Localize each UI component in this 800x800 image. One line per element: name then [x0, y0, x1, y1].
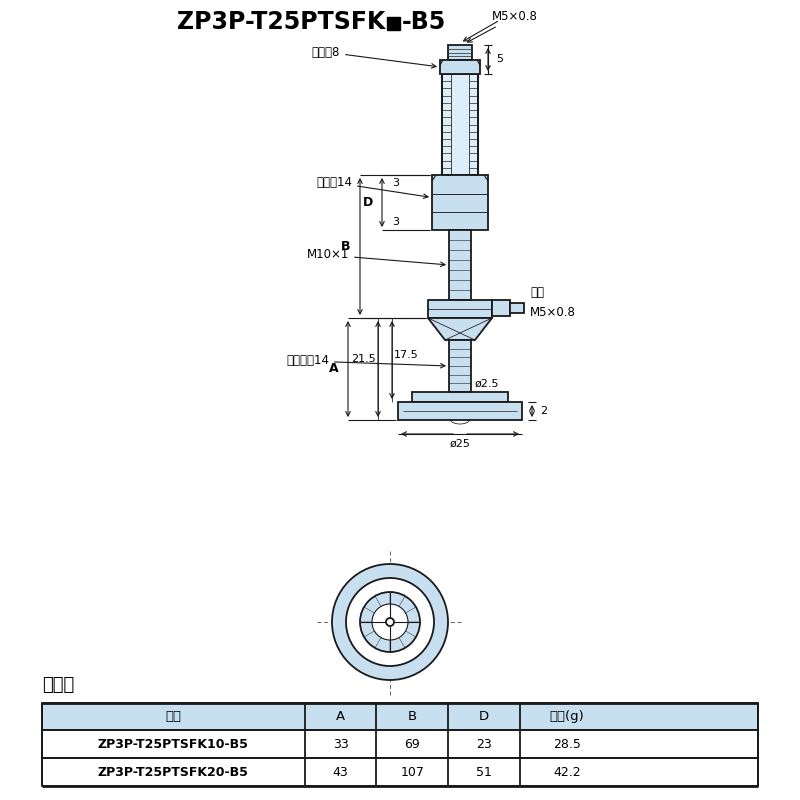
Text: 质量(g): 质量(g): [550, 710, 585, 723]
Text: A: A: [329, 362, 339, 375]
Bar: [42, 703, 758, 730]
Bar: [42, 758, 758, 786]
Text: ø25: ø25: [450, 439, 470, 449]
Text: ø2.5: ø2.5: [475, 379, 499, 389]
Text: ZP3P-T25PTSFK20-B5: ZP3P-T25PTSFK20-B5: [98, 766, 249, 778]
Bar: [387, 17, 400, 30]
Bar: [398, 402, 522, 420]
Text: 3: 3: [393, 217, 399, 227]
Text: 17.5: 17.5: [394, 350, 418, 360]
Text: D: D: [363, 196, 373, 209]
Text: 3: 3: [393, 178, 399, 188]
Text: 33: 33: [333, 738, 349, 750]
Bar: [412, 392, 508, 402]
Bar: [510, 303, 524, 313]
Bar: [442, 74, 478, 175]
Circle shape: [386, 618, 394, 626]
Text: M10×1: M10×1: [306, 249, 445, 266]
Bar: [492, 300, 510, 316]
Text: 尺寸表: 尺寸表: [42, 676, 74, 694]
Text: ZP3P-T25PTSFK: ZP3P-T25PTSFK: [177, 10, 385, 34]
Text: B: B: [408, 710, 417, 723]
Text: M5×0.8: M5×0.8: [467, 10, 538, 42]
Text: A: A: [336, 710, 345, 723]
Polygon shape: [428, 318, 492, 340]
Text: 六角对14: 六角对14: [316, 176, 428, 198]
Text: 107: 107: [400, 766, 424, 778]
Text: 2: 2: [541, 406, 547, 416]
Text: 43: 43: [333, 766, 349, 778]
Text: 六角对8: 六角对8: [312, 46, 436, 68]
Bar: [42, 730, 758, 758]
Circle shape: [332, 564, 448, 680]
Text: -B5: -B5: [402, 10, 446, 34]
Text: 21.5: 21.5: [351, 354, 376, 364]
Bar: [448, 45, 472, 60]
Bar: [432, 175, 488, 230]
Text: 69: 69: [404, 738, 420, 750]
Bar: [449, 340, 471, 392]
Bar: [428, 300, 492, 318]
Text: 型号: 型号: [166, 710, 182, 723]
Text: D: D: [478, 710, 489, 723]
Circle shape: [372, 604, 408, 640]
Text: 夹持面间14: 夹持面间14: [286, 354, 445, 368]
Text: 51: 51: [476, 766, 492, 778]
Circle shape: [360, 592, 420, 652]
Circle shape: [346, 578, 434, 666]
Text: 28.5: 28.5: [554, 738, 581, 750]
Text: B: B: [342, 240, 350, 253]
Text: 垫片: 垫片: [530, 286, 544, 298]
Bar: [449, 230, 471, 300]
Text: M5×0.8: M5×0.8: [530, 306, 576, 319]
Text: ZP3P-T25PTSFK10-B5: ZP3P-T25PTSFK10-B5: [98, 738, 249, 750]
Text: 42.2: 42.2: [554, 766, 581, 778]
Bar: [440, 60, 480, 74]
Text: 5: 5: [497, 54, 503, 65]
Text: 23: 23: [476, 738, 492, 750]
